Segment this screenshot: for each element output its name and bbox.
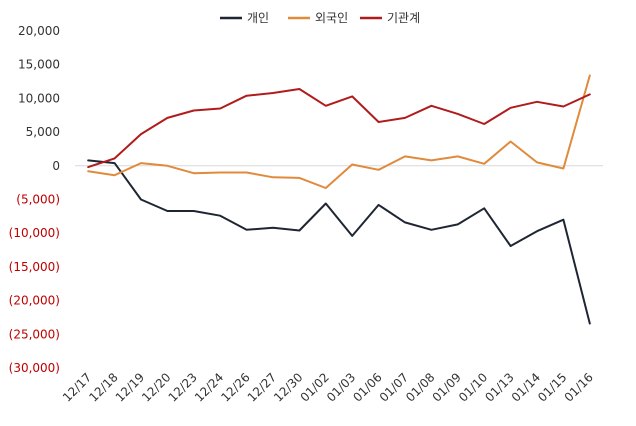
y-tick-label: 15,000 [18, 58, 60, 72]
x-tick-label: 01/10 [456, 370, 490, 404]
x-tick-label: 01/13 [482, 370, 516, 404]
y-tick-label: (30,000) [9, 361, 60, 375]
x-tick-label: 12/17 [60, 370, 94, 404]
x-tick-label: 01/15 [535, 370, 569, 404]
series-lines [87, 74, 591, 325]
y-tick-label: (10,000) [9, 226, 60, 240]
legend-label: 외국인 [315, 11, 348, 25]
x-tick-label: 01/02 [298, 370, 332, 404]
x-tick-label: 01/08 [403, 370, 437, 404]
x-tick-label: 12/24 [192, 370, 226, 404]
y-tick-label: (5,000) [16, 193, 60, 207]
y-tick-label: 0 [52, 159, 60, 173]
chart-legend: 개인 외국인 기관계 [220, 11, 420, 25]
x-tick-label: 12/23 [166, 370, 200, 404]
y-tick-label: 10,000 [18, 91, 60, 105]
legend-label: 개인 [247, 11, 269, 25]
y-tick-label: 5,000 [26, 125, 60, 139]
x-tick-label: 12/20 [139, 370, 173, 404]
y-tick-label: 20,000 [18, 24, 60, 38]
series-line [87, 159, 591, 325]
x-tick-label: 01/07 [377, 370, 411, 404]
x-tick-label: 12/27 [245, 370, 279, 404]
x-tick-label: 01/06 [350, 370, 384, 404]
x-tick-label: 12/18 [86, 370, 120, 404]
x-axis: 12/1712/1812/1912/2012/2312/2412/2612/27… [60, 370, 596, 404]
legend-label: 기관계 [387, 11, 420, 25]
y-tick-label: (25,000) [9, 327, 60, 341]
y-axis: 20,000 15,000 10,000 5,000 0 (5,000) (10,000) (… [9, 24, 60, 375]
x-tick-label: 12/30 [271, 370, 305, 404]
x-tick-label: 01/14 [509, 370, 543, 404]
y-tick-label: (20,000) [9, 294, 60, 308]
x-tick-label: 01/09 [430, 370, 464, 404]
x-tick-label: 12/19 [113, 370, 147, 404]
series-line [87, 88, 591, 169]
x-tick-label: 12/26 [218, 370, 252, 404]
x-tick-label: 01/16 [562, 370, 596, 404]
y-tick-label: (15,000) [9, 260, 60, 274]
x-tick-label: 01/03 [324, 370, 358, 404]
series-line [87, 74, 591, 189]
